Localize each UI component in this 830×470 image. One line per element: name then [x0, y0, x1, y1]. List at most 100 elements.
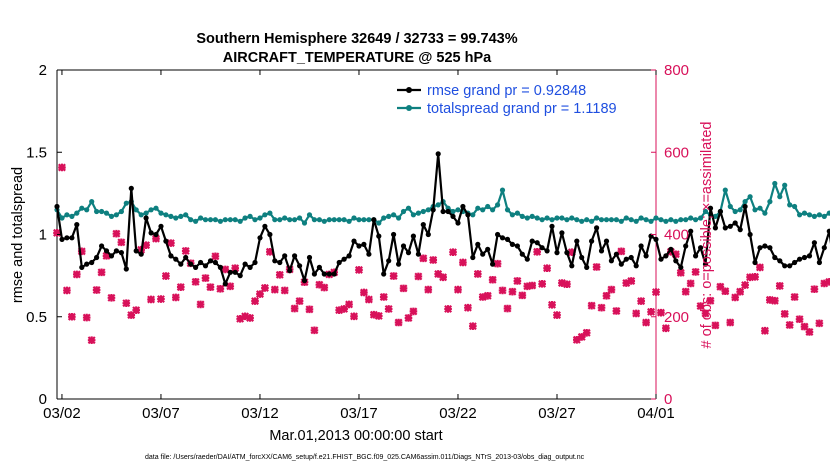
- totalspread-point: [816, 212, 823, 218]
- rmse-point: [361, 241, 367, 247]
- rmse-point: [138, 251, 144, 257]
- obs-marker: [815, 319, 824, 328]
- rmse-point: [722, 225, 728, 231]
- obs-marker: [127, 311, 136, 320]
- obs-marker: [696, 302, 705, 311]
- obs-marker: [711, 321, 720, 330]
- totalspread-point: [133, 207, 139, 213]
- obs-marker: [454, 285, 462, 294]
- obs-marker: [444, 304, 453, 313]
- totalspread-point: [811, 213, 818, 219]
- y2-tick-label: 600: [664, 144, 689, 161]
- totalspread-point: [772, 180, 778, 187]
- totalspread-point: [722, 187, 728, 193]
- totalspread-point: [732, 208, 738, 215]
- rmse-point: [242, 261, 248, 267]
- totalspread-point: [183, 212, 189, 218]
- totalspread-point: [594, 215, 600, 221]
- totalspread-point: [643, 217, 649, 223]
- rmse-point: [69, 235, 75, 241]
- rmse-point: [643, 253, 649, 259]
- totalspread-point: [495, 202, 501, 208]
- totalspread-point: [455, 207, 461, 213]
- obs-marker: [463, 303, 472, 312]
- x-tick-label: 03/22: [439, 405, 477, 422]
- rmse-point: [732, 220, 738, 226]
- rmse-point: [465, 212, 471, 218]
- totalspread-point: [103, 210, 110, 216]
- rmse-point: [103, 248, 110, 254]
- obs-marker: [290, 304, 299, 313]
- totalspread-point: [376, 220, 382, 226]
- rmse-point: [351, 238, 357, 244]
- obs-marker: [513, 276, 522, 285]
- totalspread-point: [158, 210, 164, 216]
- obs-marker: [166, 239, 175, 248]
- obs-marker: [147, 295, 156, 304]
- totalspread-point: [292, 217, 298, 223]
- totalspread-point: [792, 203, 798, 210]
- obs-marker: [439, 273, 448, 282]
- totalspread-point: [698, 215, 704, 221]
- obs-marker: [132, 306, 141, 315]
- totalspread-point: [316, 217, 322, 223]
- obs-marker: [142, 241, 151, 250]
- rmse-point: [153, 231, 159, 238]
- rmse-point: [321, 271, 327, 277]
- rmse-point: [752, 259, 758, 266]
- obs-marker: [760, 326, 769, 335]
- rmse-point: [391, 231, 397, 238]
- y2-tick-label: 800: [664, 62, 689, 79]
- obs-marker: [107, 293, 116, 302]
- totalspread-point: [712, 213, 719, 219]
- obs-marker: [270, 285, 279, 294]
- totalspread-point: [569, 215, 575, 221]
- rmse-point: [371, 217, 377, 223]
- obs-marker: [770, 296, 779, 305]
- obs-marker: [295, 297, 304, 306]
- obs-marker: [726, 318, 735, 327]
- totalspread-point: [257, 215, 263, 221]
- series-rmse: [54, 151, 830, 287]
- obs-marker: [652, 288, 660, 297]
- totalspread-point: [598, 217, 605, 223]
- totalspread-point: [79, 205, 85, 211]
- obs-marker: [176, 283, 185, 292]
- data-file-footnote: data file: /Users/raeder/DAI/ATM_forcXX/…: [145, 454, 585, 461]
- obs-marker: [364, 295, 373, 304]
- obs-marker: [553, 311, 561, 320]
- obs-marker: [503, 304, 512, 313]
- totalspread-point: [742, 199, 748, 205]
- obs-marker: [117, 238, 126, 247]
- rmse-point: [158, 223, 164, 229]
- totalspread-point: [435, 202, 441, 208]
- rmse-point: [678, 264, 684, 270]
- obs-marker: [112, 229, 121, 238]
- totalspread-point: [579, 218, 585, 224]
- obs-marker: [820, 279, 829, 288]
- rmse-line: [55, 152, 830, 285]
- totalspread-point: [153, 205, 159, 211]
- totalspread-point: [212, 217, 218, 223]
- totalspread-point: [618, 218, 624, 224]
- obs-marker: [345, 300, 354, 309]
- rmse-point: [777, 258, 783, 264]
- obs-marker: [751, 272, 759, 281]
- rmse-point: [232, 269, 238, 275]
- rmse-point: [84, 261, 90, 267]
- rmse-point: [792, 259, 798, 266]
- rmse-point: [693, 253, 699, 259]
- obs-marker: [419, 254, 428, 263]
- totalspread-point: [638, 215, 644, 221]
- x-tick-label: 04/01: [637, 405, 675, 422]
- totalspread-point: [777, 194, 783, 200]
- rmse-point: [549, 223, 555, 229]
- obs-marker: [350, 312, 359, 321]
- rmse-point: [346, 253, 352, 259]
- totalspread-point: [321, 218, 327, 224]
- obs-marker: [478, 293, 487, 301]
- totalspread-point: [564, 217, 570, 223]
- rmse-point: [598, 248, 605, 254]
- totalspread-point: [490, 207, 496, 213]
- obs-marker: [221, 265, 230, 274]
